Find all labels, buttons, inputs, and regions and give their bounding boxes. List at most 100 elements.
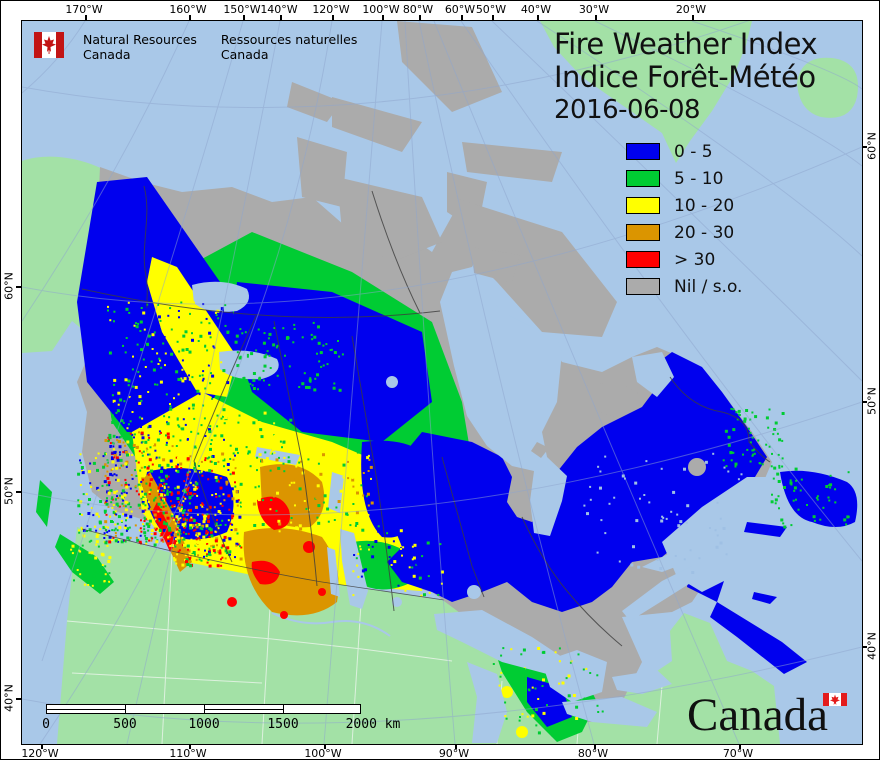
axis-tick-right: [862, 646, 867, 648]
foothills-red: [152, 502, 177, 552]
axis-tick-left: [16, 698, 21, 700]
legend-swatch: [626, 224, 660, 241]
borders: [81, 185, 771, 647]
southampton-island: [472, 247, 520, 283]
legend-label: > 30: [674, 249, 716, 270]
axis-tick-bottom: [594, 744, 596, 749]
baffin-island: [452, 197, 617, 337]
scale-number: 2000 km: [345, 717, 401, 732]
border-ab-sk: [273, 320, 318, 587]
title-line-fr: Indice Forêt-Météo: [554, 60, 816, 94]
border-sk-mb: [351, 335, 395, 612]
axis-label-bottom: 80°W: [577, 747, 609, 760]
s-ontario-yellow: [501, 686, 513, 698]
axis-label-top: 50°W: [475, 3, 507, 16]
atlantic-islands: [36, 470, 858, 674]
axis-tick-top: [382, 15, 384, 20]
s-ontario-yellow: [516, 726, 528, 738]
lake-ontario: [612, 670, 672, 694]
axis-tick-top: [492, 15, 494, 20]
axis-label-bottom: 100°W: [304, 747, 342, 760]
canada-wordmark: Canada: [687, 692, 828, 739]
axis-tick-right: [862, 401, 867, 403]
axis-label-right: 50°N: [865, 387, 879, 415]
axis-tick-top: [189, 15, 191, 20]
border-nwt-nu: [371, 190, 421, 314]
axis-tick-bottom: [189, 744, 191, 749]
border-60n: [81, 288, 441, 318]
st-lawrence-estuary: [622, 566, 700, 621]
sask-red-south: [251, 560, 280, 585]
nrcan-signature: Natural Resources Canada Ressources natu…: [34, 32, 357, 62]
border-canada-usa: [81, 528, 445, 601]
lake-erie: [562, 697, 657, 727]
axis-tick-bottom: [324, 744, 326, 749]
legend-swatch: [626, 251, 660, 268]
great-bear-lake: [192, 281, 250, 312]
axis-tick-bottom: [739, 744, 741, 749]
axis-label-bottom: 90°W: [438, 747, 470, 760]
border-qc-nl: [669, 376, 771, 463]
scale-bar-graphic: [46, 704, 361, 714]
lake-winnipeg: [340, 529, 368, 609]
logo-fr-line2: Canada: [220, 47, 269, 62]
legend-row: 0 - 5: [626, 138, 742, 165]
canada-wordmark-text: Canada: [687, 689, 828, 741]
inland-seas: [192, 257, 787, 743]
lake-superior: [434, 610, 562, 674]
axis-label-top: 100°W: [362, 3, 400, 16]
axis-label-top: 120°W: [312, 3, 350, 16]
greenland: [540, 21, 752, 163]
axis-tick-bottom: [41, 744, 43, 749]
logo-text-fr: Ressources naturelles Canada: [221, 32, 357, 62]
axis-tick-top: [692, 15, 694, 20]
legend: 0 - 5 5 - 10 10 - 20 20 - 30 > 30 Nil / s.o.: [626, 138, 742, 300]
axis-label-bottom: 120°W: [21, 747, 59, 760]
axis-label-left: 60°N: [2, 272, 16, 300]
title-line-en: Fire Weather Index: [554, 27, 818, 61]
anticosti-island: [744, 522, 787, 537]
lake-nipigon: [467, 585, 481, 599]
legend-row: Nil / s.o.: [626, 273, 742, 300]
vancouver-island: [55, 534, 114, 594]
legend-label: Nil / s.o.: [674, 276, 743, 297]
axis-tick-left: [16, 491, 21, 493]
scale-number: 0: [42, 717, 50, 732]
logo-en-line2: Canada: [83, 47, 131, 62]
legend-swatch: [626, 170, 660, 187]
axis-label-left: 50°N: [2, 477, 16, 505]
red-spot: [318, 588, 326, 596]
axis-label-right: 40°N: [865, 632, 879, 660]
axis-label-top: 80°W: [402, 3, 434, 16]
axis-tick-top: [85, 15, 87, 20]
legend-label: 20 - 30: [674, 222, 735, 243]
axis-tick-bottom: [455, 744, 457, 749]
canada-flag-icon: [34, 32, 64, 62]
canada-wordmark-flag-icon: [823, 693, 847, 706]
border-on-qc: [521, 516, 623, 647]
legend-swatch: [626, 278, 660, 295]
legend-swatch: [626, 197, 660, 214]
greenland-east-isle: [797, 57, 858, 118]
axis-label-top: 150°W: [223, 3, 261, 16]
red-spot: [280, 611, 288, 619]
haida-gwaii: [36, 480, 52, 527]
banks-island: [297, 137, 347, 207]
scale-number: 1500: [267, 717, 299, 732]
border-bc-ab: [193, 315, 257, 563]
legend-label: 0 - 5: [674, 141, 713, 162]
lake-huron: [542, 650, 607, 702]
ungava-bay: [632, 352, 674, 397]
axis-tick-top: [280, 15, 282, 20]
nwt-blue: [232, 282, 432, 442]
axis-label-left: 40°N: [2, 684, 16, 712]
nova-scotia: [710, 602, 807, 674]
lake-michigan: [467, 662, 507, 743]
border-yukon-nwt: [143, 185, 148, 309]
sask-red-core: [257, 496, 290, 530]
map-title: Fire Weather Index Indice Forêt-Météo 20…: [554, 27, 818, 127]
axis-tick-top: [461, 15, 463, 20]
axis-label-top: 140°W: [260, 3, 298, 16]
dubawnt-lake: [386, 376, 398, 388]
